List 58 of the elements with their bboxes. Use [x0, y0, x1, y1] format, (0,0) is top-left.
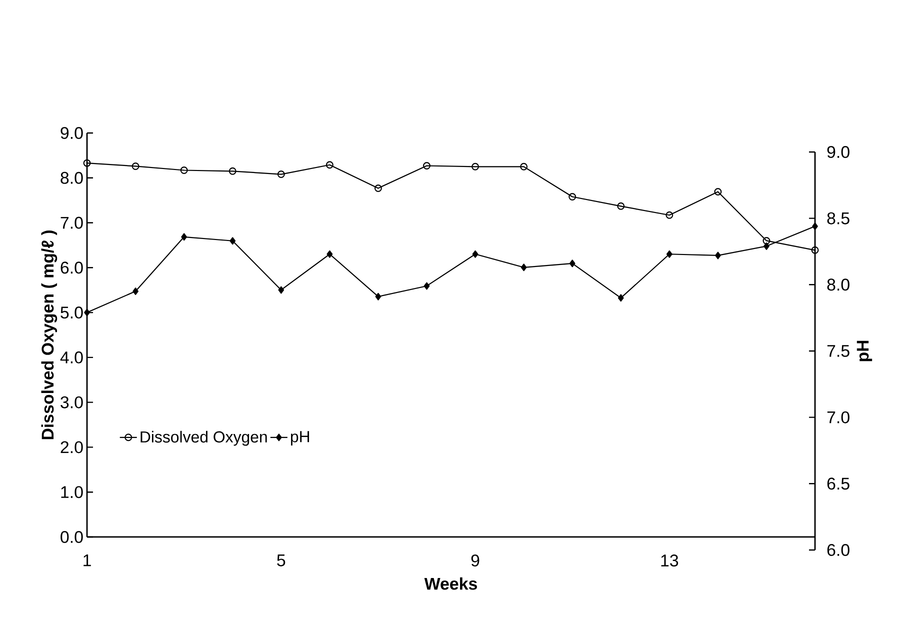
point — [666, 250, 672, 258]
point — [618, 294, 624, 302]
point — [811, 246, 819, 254]
point — [472, 250, 478, 258]
point — [326, 250, 333, 258]
point — [424, 282, 430, 290]
point — [230, 237, 236, 245]
x-axis-title: Weeks — [424, 577, 477, 590]
y-tick-label: 2.0 — [60, 441, 83, 454]
y2-tick-label: 7.5 — [827, 345, 850, 357]
point — [617, 202, 625, 210]
point — [568, 192, 576, 200]
y-tick-label: 9.0 — [60, 126, 83, 139]
y-tick-label: 4.0 — [60, 351, 83, 364]
y2-tick-label: 8.0 — [827, 278, 850, 291]
y-tick-label: 5.0 — [60, 306, 83, 319]
point — [762, 236, 770, 244]
legend-label: pH — [290, 431, 310, 446]
point — [812, 222, 818, 230]
point — [715, 252, 721, 260]
y2-tick-label: 8.5 — [827, 212, 850, 224]
point — [714, 188, 722, 196]
point — [375, 292, 382, 300]
y-tick-label: 7.0 — [60, 216, 83, 229]
point — [84, 308, 90, 316]
point — [132, 288, 138, 296]
y2-tick-label: 6.5 — [827, 478, 850, 490]
y-tick-label: 6.0 — [60, 262, 83, 274]
point — [83, 159, 91, 167]
point — [278, 286, 284, 294]
point — [180, 166, 188, 174]
y-axis-title: Dissolved Oxygen ( mg/ℓ ) — [41, 230, 58, 440]
y-tick-label: 0.0 — [60, 530, 83, 543]
y2-tick-label: 9.0 — [827, 146, 850, 158]
point — [666, 211, 674, 219]
point — [520, 264, 527, 272]
point — [472, 162, 480, 170]
point — [520, 162, 528, 170]
x-tick-label: 1 — [84, 554, 91, 566]
x-tick-label: 9 — [471, 554, 480, 566]
y2-tick-label: 7.0 — [827, 411, 850, 424]
y-tick-label: 3.0 — [60, 396, 83, 408]
y-tick-label: 8.0 — [60, 172, 83, 184]
point — [132, 162, 140, 170]
point — [326, 161, 334, 169]
point — [569, 260, 576, 268]
y-tick-label: 1.0 — [61, 486, 83, 498]
point — [228, 167, 236, 175]
point — [374, 184, 382, 192]
point — [423, 162, 430, 170]
legend-label: Dissolved Oxygen — [140, 430, 267, 446]
y2-axis-title: pH — [856, 340, 872, 362]
x-tick-label: 13 — [661, 554, 678, 566]
point — [764, 242, 770, 250]
x-tick-label: 5 — [277, 554, 286, 566]
point — [277, 170, 285, 178]
point — [181, 233, 188, 241]
y2-tick-label: 6.0 — [827, 544, 850, 556]
